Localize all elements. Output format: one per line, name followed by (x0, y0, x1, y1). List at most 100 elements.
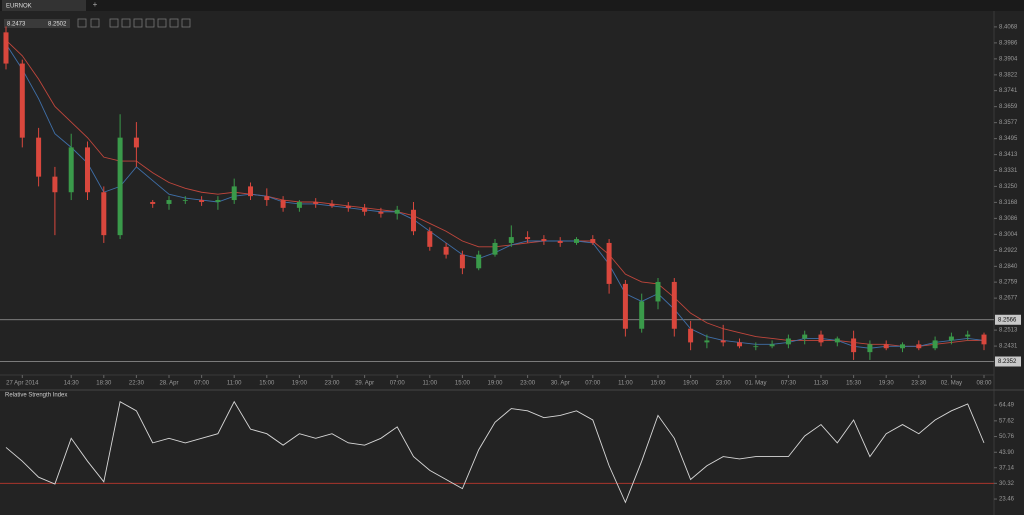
x-tick-label: 01. May (745, 381, 766, 387)
candle-body (916, 344, 922, 349)
tool[interactable] (169, 18, 179, 28)
candle-body (557, 240, 563, 243)
x-tick-label: 19:30 (879, 381, 895, 387)
x-tick-label: 15:30 (846, 381, 862, 387)
candle-body (36, 137, 42, 177)
tool[interactable] (121, 18, 131, 28)
toolbar-icons (77, 18, 191, 28)
candle-body (867, 344, 873, 353)
y-tick-label: 37.14 (999, 465, 1015, 471)
x-tick-label: 11:30 (814, 381, 829, 387)
x-tick-label: 29. Apr (355, 381, 374, 387)
indicator-title: Relative Strength Index (5, 393, 67, 399)
zoom-in[interactable] (77, 18, 87, 28)
tool[interactable] (133, 18, 143, 28)
candle-body (541, 239, 547, 241)
y-tick-label: 8.2431 (999, 344, 1018, 350)
x-tick-label: 23:00 (716, 381, 732, 387)
ask-price: 8.2502 (48, 22, 67, 28)
y-tick-label: 57.62 (999, 418, 1015, 424)
y-tick-label: 8.3659 (999, 104, 1018, 110)
y-tick-label: 8.2922 (999, 248, 1018, 254)
candle-body (785, 338, 791, 345)
candle-body (150, 201, 156, 204)
candle-body (525, 237, 531, 240)
candle-body (166, 200, 172, 204)
x-tick-label: 23:30 (911, 381, 927, 387)
x-tick-label: 14:30 (64, 381, 80, 387)
candle-body (280, 200, 286, 208)
candle-body (655, 281, 661, 302)
candle-body (199, 200, 205, 202)
tool[interactable] (145, 18, 155, 28)
x-tick-label: 27 Apr 2014 (6, 381, 39, 387)
candle-body (720, 340, 726, 343)
tool[interactable] (157, 18, 167, 28)
x-tick-label: 15:00 (455, 381, 471, 387)
y-tick-label: 50.76 (999, 434, 1015, 440)
y-tick-label: 8.2840 (999, 264, 1018, 270)
tool[interactable] (181, 18, 191, 28)
candle-body (753, 346, 759, 348)
y-tick-label: 8.3741 (999, 88, 1018, 94)
x-tick-label: 28. Apr (159, 381, 178, 387)
x-tick-label: 19:00 (292, 381, 308, 387)
candle-body (737, 342, 742, 347)
bid-price: 8.2473 (7, 22, 26, 28)
x-tick-label: 15:00 (259, 381, 275, 387)
candle-body (19, 63, 25, 138)
candle-body (574, 239, 579, 243)
y-tick-label: 8.3168 (999, 200, 1018, 206)
candle-body (231, 186, 237, 201)
price-label-box (995, 314, 1021, 325)
candle-body (427, 231, 433, 247)
y-tick-label: 8.3331 (999, 168, 1018, 174)
candle-body (590, 239, 596, 243)
zoom-out[interactable] (90, 18, 100, 28)
candle-body (68, 147, 74, 193)
candle-body (981, 334, 987, 345)
candle-body (704, 340, 710, 343)
x-tick-label: 18:30 (96, 381, 112, 387)
y-tick-label: 8.4068 (999, 24, 1018, 30)
candle-body (378, 211, 384, 214)
y-tick-label: 8.2513 (999, 328, 1018, 334)
x-tick-label: 19:00 (683, 381, 699, 387)
x-tick-label: 07:00 (390, 381, 406, 387)
candle-body (622, 283, 628, 329)
candle-body (296, 201, 302, 208)
candle-body (117, 137, 123, 236)
candle-body (688, 328, 694, 343)
x-tick-label: 23:00 (520, 381, 536, 387)
y-tick-label: 43.90 (999, 450, 1015, 456)
candle-body (883, 344, 889, 349)
candle-body (932, 340, 938, 349)
x-tick-label: 11:00 (423, 381, 438, 387)
candle-body (802, 334, 808, 339)
y-tick-label: 8.3495 (999, 136, 1018, 142)
y-tick-label: 8.3004 (999, 232, 1018, 238)
x-tick-label: 23:00 (324, 381, 340, 387)
candle-body (394, 209, 400, 214)
candle-body (508, 237, 514, 243)
x-tick-label: 08:00 (976, 381, 992, 387)
candle-body (52, 176, 58, 193)
candle-body (313, 201, 319, 204)
price-label: 8.2352 (998, 359, 1017, 365)
candle-body (3, 32, 9, 64)
candle-body (133, 137, 139, 148)
candle-body (411, 209, 416, 232)
candle-body (85, 147, 90, 193)
tab[interactable] (2, 0, 86, 11)
candle-body (182, 200, 188, 201)
candle-body (671, 281, 677, 329)
tool[interactable] (109, 18, 119, 28)
candle-body (476, 254, 482, 269)
add-tab[interactable]: + (93, 0, 98, 9)
x-tick-label: 07:00 (194, 381, 210, 387)
x-tick-label: 22:30 (129, 381, 145, 387)
y-tick-label: 8.3250 (999, 184, 1018, 190)
